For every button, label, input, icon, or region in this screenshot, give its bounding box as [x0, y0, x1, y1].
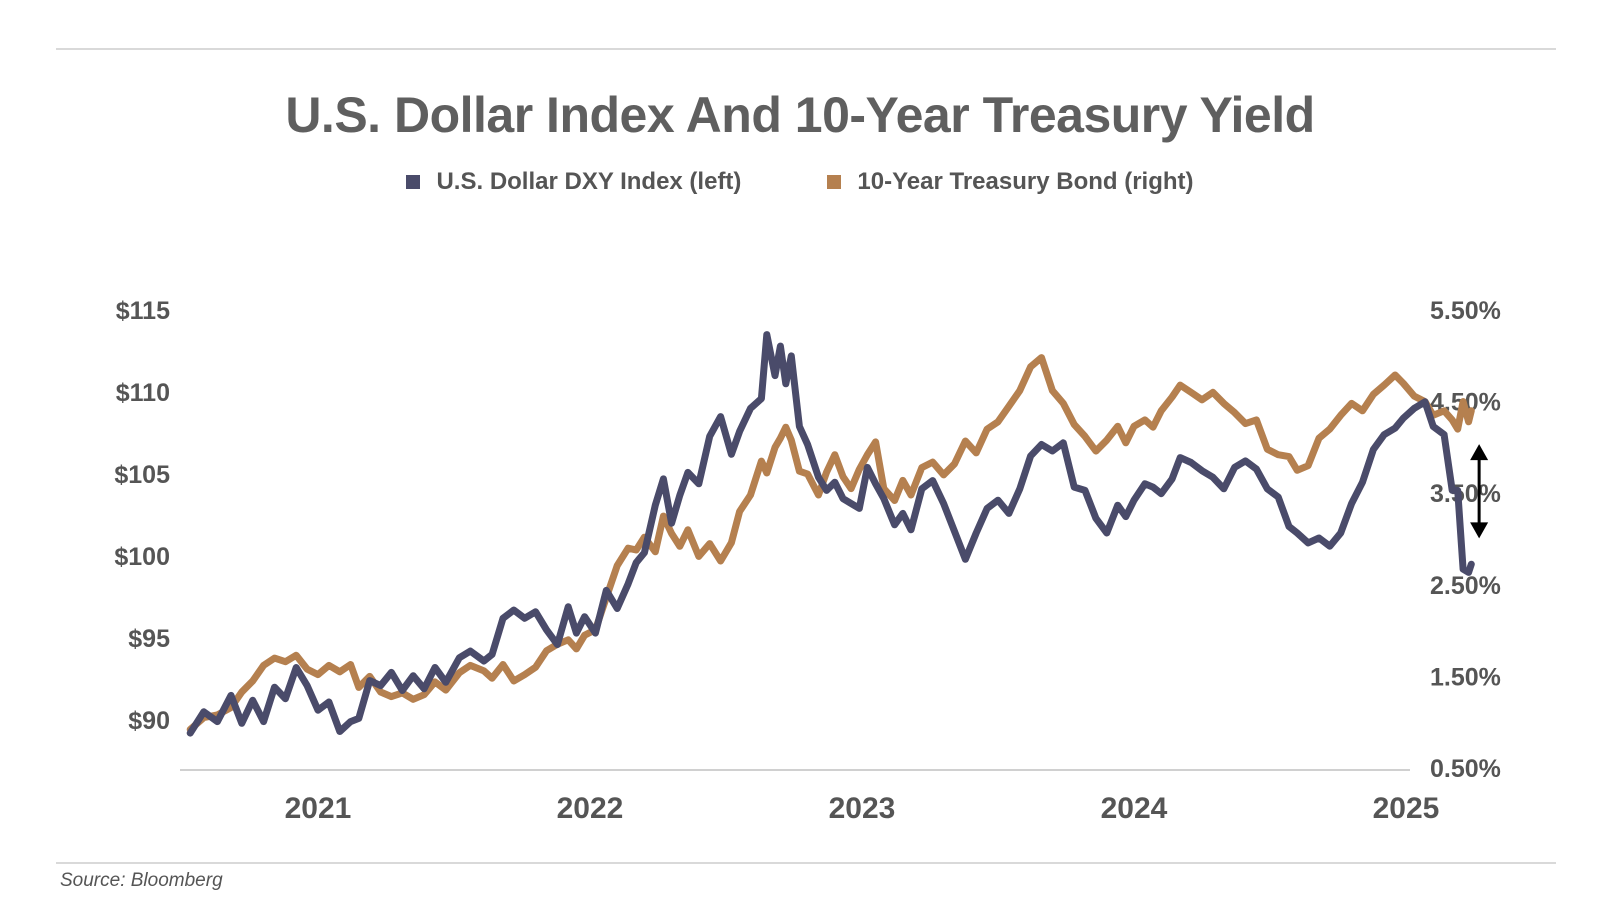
annotation-arrow-head-down [1470, 522, 1489, 539]
chart-axes: $115$110$105$100$95$905.50%4.50%3.50%2.5… [114, 297, 1501, 825]
y-left-tick-label: $90 [128, 707, 170, 735]
top-divider [56, 48, 1556, 50]
series-line-treasury [186, 354, 1475, 733]
chart-legend: U.S. Dollar DXY Index (left) 10-Year Tre… [0, 168, 1600, 196]
x-tick-label: 2022 [557, 792, 624, 825]
chart-title: U.S. Dollar Index And 10-Year Treasury Y… [285, 87, 1315, 143]
y-left-tick-label: $95 [128, 625, 170, 653]
legend-swatch-dxy [406, 175, 421, 189]
bottom-divider [56, 862, 1556, 864]
legend-item-dxy: U.S. Dollar DXY Index (left) [406, 168, 741, 196]
y-right-tick-label: 2.50% [1430, 572, 1501, 600]
x-tick-label: 2023 [829, 792, 896, 825]
y-left-tick-label: $110 [116, 379, 170, 407]
y-left-tick-label: $105 [114, 461, 170, 489]
chart-lines [186, 331, 1475, 737]
x-tick-label: 2025 [1373, 792, 1440, 825]
series-line-dxy [186, 331, 1475, 737]
legend-swatch-treasury [827, 175, 842, 189]
y-right-tick-label: 3.50% [1430, 480, 1501, 508]
x-tick-label: 2021 [285, 792, 352, 825]
y-right-tick-label: 0.50% [1430, 755, 1501, 783]
y-right-tick-label: 1.50% [1430, 663, 1501, 691]
chart-annotations [1470, 444, 1489, 539]
annotation-arrow-head-up [1470, 444, 1489, 461]
legend-label-treasury: 10-Year Treasury Bond (right) [857, 168, 1194, 195]
y-left-tick-label: $100 [114, 543, 170, 571]
legend-label-dxy: U.S. Dollar DXY Index (left) [436, 168, 742, 195]
source-note: Source: Bloomberg [60, 870, 223, 891]
y-left-tick-label: $115 [116, 297, 170, 325]
x-tick-label: 2024 [1101, 792, 1168, 825]
y-right-tick-label: 5.50% [1430, 297, 1501, 325]
legend-item-treasury: 10-Year Treasury Bond (right) [827, 168, 1194, 196]
